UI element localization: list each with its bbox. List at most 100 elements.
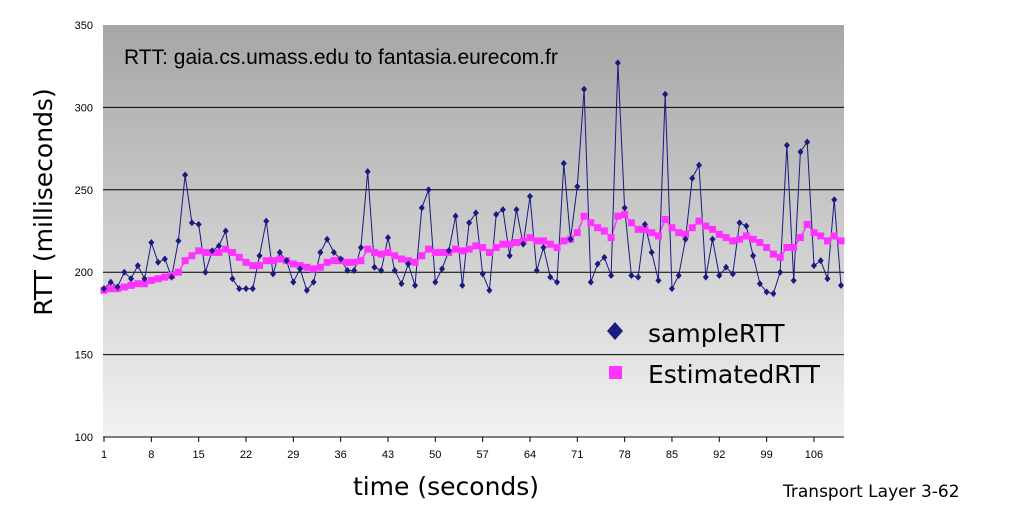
samplertt-point <box>682 235 689 243</box>
samplertt-point <box>297 265 304 273</box>
samplertt-point <box>756 280 763 288</box>
estimatedrtt-point <box>120 283 128 291</box>
samplertt-point <box>452 212 459 220</box>
estimatedrtt-point <box>479 243 487 251</box>
estimatedrtt-point <box>796 234 804 242</box>
estimatedrtt-point <box>506 240 514 248</box>
estimatedrtt-point <box>546 240 554 248</box>
estimatedrtt-point <box>330 257 338 265</box>
legend-estimated-label: EstimatedRTT <box>648 360 821 389</box>
estimatedrtt-point <box>634 225 642 233</box>
estimatedrtt-point <box>269 257 277 265</box>
estimatedrtt-point <box>512 239 520 247</box>
estimatedrtt-point <box>580 212 588 220</box>
estimatedrtt-point <box>553 243 561 251</box>
samplertt-point <box>432 278 439 286</box>
samplertt-point <box>317 248 324 256</box>
estimatedrtt-point <box>709 225 717 233</box>
samplertt-point <box>412 281 419 289</box>
estimatedrtt-point <box>594 224 602 232</box>
x-tick-label: 22 <box>240 449 252 461</box>
samplertt-point <box>121 268 128 276</box>
samplertt-point <box>344 267 351 275</box>
samplertt-point <box>709 235 716 243</box>
samplertt-line <box>103 62 842 295</box>
samplertt-point <box>303 286 310 294</box>
estimatedrtt-point <box>127 281 135 289</box>
estimatedrtt-point <box>600 227 608 235</box>
x-tick-label: 92 <box>713 449 725 461</box>
samplertt-point <box>668 285 675 293</box>
samplertt-point <box>831 196 838 204</box>
estimatedrtt-point <box>627 219 635 227</box>
estimatedrtt-point <box>533 237 541 245</box>
legend: sampleRTT EstimatedRTT <box>607 319 821 389</box>
samplertt-point <box>526 192 533 200</box>
x-axis-tick-labels: 1 8 15 22 29 36 43 50 57 64 71 78 85 92 99 106 <box>101 436 844 461</box>
estimatedrtt-point <box>215 248 223 256</box>
samplertt-point <box>601 253 608 261</box>
estimatedrtt-point <box>715 230 723 238</box>
estimatedrtt-point <box>654 232 662 240</box>
samplertt-point <box>736 219 743 227</box>
estimatedrtt-point <box>262 257 270 265</box>
slide-footer: Transport Layer 3-62 <box>783 482 960 502</box>
estimatedrtt-point <box>107 285 115 293</box>
estimatedrtt-point <box>276 255 284 263</box>
estimatedrtt-point <box>343 258 351 266</box>
samplertt-point <box>743 222 750 230</box>
estimatedrtt-point <box>364 245 372 253</box>
samplertt-point <box>378 267 385 275</box>
samplertt-point <box>479 270 486 278</box>
samplertt-point <box>804 138 811 146</box>
estimatedrtt-point <box>438 248 446 256</box>
estimatedrtt-point <box>391 252 399 260</box>
samplertt-point <box>175 237 182 245</box>
estimatedrtt-point <box>729 237 737 245</box>
estimatedrtt-point <box>722 234 730 242</box>
samplertt-point <box>134 262 141 270</box>
samplertt-point <box>689 174 696 182</box>
samplertt-point <box>351 267 358 275</box>
estimatedrtt-point <box>316 263 324 271</box>
samplertt-point <box>641 220 648 228</box>
samplertt-point <box>283 257 290 265</box>
samplertt-point <box>777 268 784 276</box>
estimatedrtt-point <box>803 220 811 228</box>
estimatedrtt-point <box>377 250 385 258</box>
x-tick-label: 50 <box>429 449 441 461</box>
y-tick-label: 150 <box>75 350 93 362</box>
samplertt-point <box>398 280 405 288</box>
estimatedrtt-point <box>161 273 169 281</box>
samplertt-point <box>371 263 378 271</box>
estimatedrtt-point <box>323 258 331 266</box>
samplertt-point <box>838 281 844 289</box>
estimatedrtt-point <box>817 232 825 240</box>
y-tick-label: 100 <box>75 432 93 444</box>
estimatedrtt-point <box>769 250 777 258</box>
samplertt-point <box>554 278 561 286</box>
legend-sample-label: sampleRTT <box>648 319 785 348</box>
estimatedrtt-point <box>303 263 311 271</box>
samplertt-point <box>445 247 452 255</box>
samplertt-point <box>716 271 723 279</box>
estimatedrtt-point <box>472 242 480 250</box>
estimatedrtt-point <box>357 257 365 265</box>
y-tick-label: 250 <box>75 185 93 197</box>
samplertt-point <box>783 141 790 149</box>
x-axis-label: time (seconds) <box>353 472 539 501</box>
samplertt-point <box>202 268 209 276</box>
y-tick-label: 200 <box>75 267 93 279</box>
estimatedrtt-point <box>289 260 297 268</box>
estimatedrtt-point <box>249 262 257 270</box>
samplertt-point <box>418 204 425 212</box>
samplertt-point <box>215 242 222 250</box>
samplertt-point <box>790 276 797 284</box>
samplertt-point <box>628 271 635 279</box>
estimatedrtt-point <box>641 225 649 233</box>
samplertt-point <box>324 235 331 243</box>
samplertt-point <box>533 267 540 275</box>
estimatedrtt-point <box>452 245 460 253</box>
y-axis-label: RTT (milliseconds) <box>29 88 58 315</box>
